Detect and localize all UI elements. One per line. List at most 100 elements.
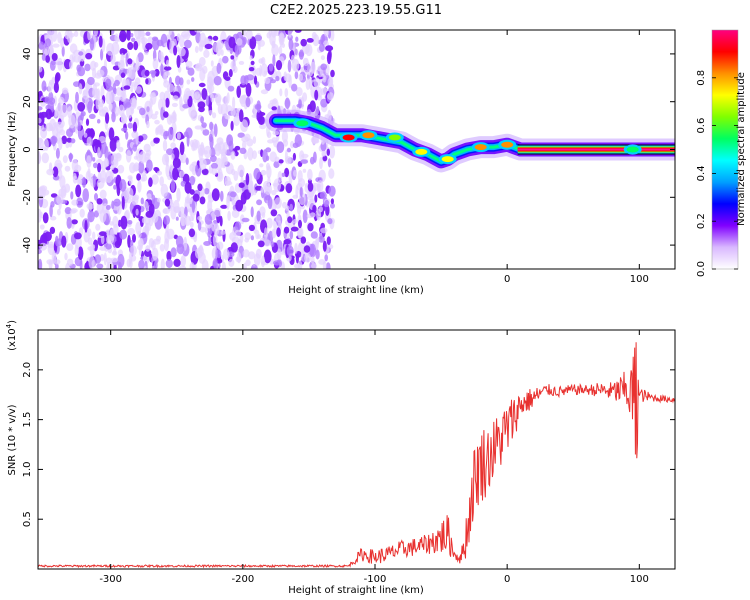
snr-x-ticks: -300 -200 -100 0 100 [99, 330, 649, 585]
bright-spot [441, 156, 454, 163]
noise-speckle [47, 81, 53, 94]
noise-speckle [117, 60, 125, 70]
noise-speckle [152, 57, 159, 70]
noise-speckle [68, 32, 75, 38]
noise-speckle [230, 55, 235, 60]
colorbar-tick-label: 0.8 [696, 70, 707, 86]
noise-speckle [232, 96, 236, 110]
noise-speckle [120, 215, 128, 230]
noise-speckle [46, 259, 54, 265]
noise-speckle [119, 179, 127, 192]
noise-speckle [303, 245, 311, 253]
noise-speckle [127, 42, 134, 50]
noise-speckle [89, 243, 95, 257]
noise-speckle [133, 162, 140, 172]
y-tick-label: 1.0 [22, 461, 33, 477]
noise-speckle [276, 141, 285, 153]
noise-speckle [327, 92, 334, 101]
noise-speckle [120, 114, 128, 125]
noise-speckle [57, 102, 63, 116]
noise-speckle [117, 164, 125, 174]
noise-speckle [159, 176, 164, 187]
noise-speckle [287, 59, 292, 73]
spectrogram-x-axis-label: Height of straight line (km) [288, 285, 424, 296]
noise-speckle [250, 235, 254, 241]
noise-speckle [223, 248, 230, 261]
noise-speckle [294, 30, 302, 33]
noise-speckle [55, 235, 59, 247]
noise-speckle [235, 112, 240, 119]
noise-speckle [112, 215, 119, 228]
noise-speckle [199, 32, 207, 47]
noise-speckle [158, 51, 164, 61]
noise-speckle [273, 160, 280, 169]
x-tick-label: -200 [231, 574, 254, 585]
noise-speckle [273, 178, 282, 193]
noise-speckle [87, 101, 93, 114]
noise-speckle [152, 238, 161, 245]
noise-speckle [298, 49, 304, 60]
noise-speckle [71, 199, 78, 206]
noise-speckle [162, 208, 168, 214]
noise-speckle [164, 153, 169, 163]
noise-speckle [69, 43, 78, 54]
bright-spot [501, 141, 514, 148]
noise-speckle [227, 85, 235, 92]
noise-speckle [45, 55, 50, 63]
noise-speckle [238, 60, 245, 65]
noise-speckle [323, 30, 330, 37]
noise-speckle [144, 100, 152, 113]
noise-speckle [144, 248, 152, 257]
noise-speckle [112, 82, 117, 94]
noise-speckle [77, 55, 82, 63]
noise-speckle [322, 75, 327, 83]
noise-speckle [110, 153, 119, 166]
noise-speckle [85, 118, 90, 126]
noise-speckle [97, 98, 105, 108]
noise-speckle [220, 204, 228, 209]
noise-speckle [216, 171, 224, 182]
snr-y-ticks: 0.5 1.0 1.5 2.0 [22, 362, 675, 527]
noise-speckle [69, 152, 73, 163]
noise-speckle [38, 248, 42, 255]
noise-speckle [326, 236, 331, 246]
noise-speckle [212, 35, 219, 41]
bright-spot [388, 134, 401, 141]
noise-speckle [176, 33, 181, 42]
colorbar-tick-label: 0.4 [696, 165, 707, 181]
snr-y-scale-close: ) [7, 320, 18, 324]
bright-spot [296, 120, 309, 127]
noise-speckle [172, 167, 179, 181]
noise-speckle [199, 196, 206, 205]
noise-speckle [198, 44, 203, 52]
noise-speckle [254, 34, 262, 42]
noise-speckle [260, 169, 267, 176]
noise-speckle [266, 131, 272, 139]
noise-speckle [135, 56, 139, 68]
noise-speckle [66, 217, 72, 229]
noise-speckle [137, 239, 144, 247]
noise-speckle [98, 231, 107, 237]
noise-speckle [211, 162, 218, 169]
noise-speckle [96, 263, 104, 269]
noise-speckle [249, 55, 253, 61]
noise-speckle [240, 75, 247, 86]
noise-speckle [96, 198, 103, 205]
noise-speckle [123, 85, 131, 90]
noise-speckle [247, 147, 254, 161]
noise-speckle [62, 155, 68, 164]
noise-speckle [106, 235, 114, 245]
noise-speckle [286, 147, 291, 153]
noise-speckle [78, 83, 83, 95]
noise-speckle [201, 168, 209, 175]
noise-speckle [302, 168, 307, 173]
noise-speckle [255, 229, 260, 240]
bright-spot [626, 146, 639, 153]
noise-speckle [87, 228, 92, 237]
noise-speckle [105, 78, 112, 89]
noise-speckle [125, 197, 132, 204]
noise-speckle [197, 101, 206, 109]
noise-speckle [232, 65, 238, 74]
noise-speckle [256, 110, 263, 123]
noise-speckle [50, 215, 57, 221]
